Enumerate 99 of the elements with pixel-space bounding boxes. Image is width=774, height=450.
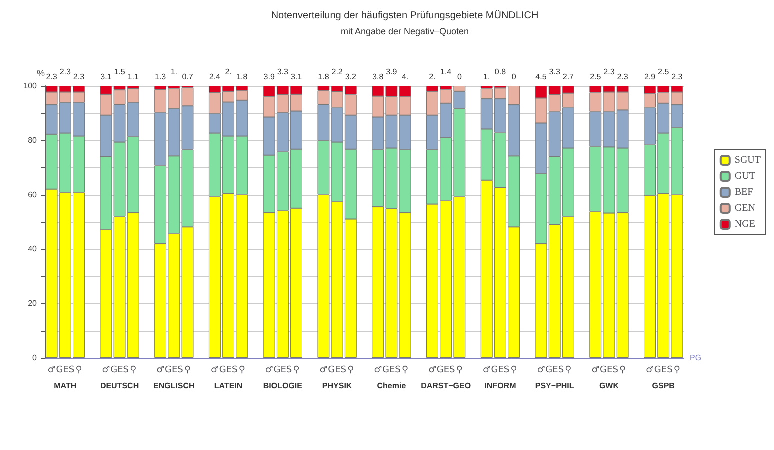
x-tick-label: GES bbox=[382, 366, 402, 376]
x-tick-label: GES bbox=[600, 366, 619, 376]
y-tick-label: 60 bbox=[28, 190, 38, 200]
text: ENGLISCH bbox=[153, 382, 196, 390]
x-tick-label: ♀ bbox=[130, 366, 137, 376]
x-axis-title: PG bbox=[690, 354, 702, 362]
x-tick-label: ♂ bbox=[537, 366, 546, 376]
text: DARST−GEO bbox=[421, 382, 472, 390]
data-label: 2.5 bbox=[658, 68, 670, 76]
chart-subtitle: mit Angabe der Negativ–Quoten bbox=[340, 26, 470, 36]
x-tick-label: ♂ bbox=[156, 366, 165, 376]
x-tick-label: GES bbox=[654, 366, 674, 376]
data-label: 2.4 bbox=[209, 72, 222, 82]
data-label: 4.5 bbox=[536, 72, 548, 82]
legend-label: SGUT bbox=[734, 155, 762, 166]
x-tick-label: GES bbox=[164, 366, 184, 376]
data-label: 1.4 bbox=[440, 68, 452, 76]
x-tick-label: GES bbox=[491, 366, 510, 376]
x-tick-label: ♂ bbox=[482, 366, 491, 376]
text: PSY−PHIL bbox=[535, 382, 574, 390]
data-label: 1.8 bbox=[318, 72, 330, 82]
data-label: 1.1 bbox=[128, 72, 140, 82]
x-tick-label: ♀ bbox=[510, 366, 518, 376]
data-label: 2.9 bbox=[644, 72, 656, 82]
data-label: 3.3 bbox=[549, 68, 561, 76]
data-label: 3.8 bbox=[372, 72, 384, 82]
x-tick-label: ♂ bbox=[265, 366, 274, 376]
x-tick-label: ♂ bbox=[48, 366, 56, 376]
legend-label: BEF bbox=[734, 187, 754, 198]
x-tick-label: GES bbox=[436, 366, 456, 376]
data-label: 3.3 bbox=[277, 68, 290, 76]
chart-title: Notenverteilung der häufigsten Prüfungsgebiete MÜNDLICH bbox=[271, 10, 539, 22]
y-tick-label: 100 bbox=[24, 82, 38, 90]
text: GSPB bbox=[652, 382, 676, 390]
x-tick-label: ♀ bbox=[293, 366, 300, 376]
data-label: 2.3 bbox=[617, 72, 629, 82]
x-tick-label: ♂ bbox=[210, 366, 219, 376]
data-label: 2. bbox=[429, 72, 436, 82]
x-tick-label: GES bbox=[219, 366, 238, 376]
text: LATEIN bbox=[214, 382, 243, 390]
x-tick-label: ♂ bbox=[592, 366, 600, 376]
data-label: 1. bbox=[170, 68, 178, 76]
x-tick-label: ♀ bbox=[348, 366, 354, 376]
data-label: 3.9 bbox=[264, 72, 276, 82]
legend-label: GUT bbox=[734, 171, 756, 182]
data-label: 1.5 bbox=[114, 68, 126, 76]
data-label: 2.3 bbox=[672, 72, 684, 82]
x-tick-label: ♂ bbox=[374, 366, 382, 376]
text: Chemie bbox=[377, 382, 407, 390]
x-tick-label: ♂ bbox=[428, 366, 437, 376]
x-tick-label: GES bbox=[110, 366, 130, 376]
data-label: 3.1 bbox=[290, 72, 303, 82]
x-tick-label: ♀ bbox=[620, 366, 626, 376]
data-label: 4. bbox=[402, 72, 409, 82]
data-label: 0 bbox=[512, 72, 517, 82]
data-label: 1. bbox=[484, 72, 490, 82]
x-tick-label: ♂ bbox=[646, 366, 654, 376]
data-label: 3.2 bbox=[345, 72, 358, 82]
data-label: 2.5 bbox=[590, 72, 602, 82]
y-tick-label: 20 bbox=[28, 299, 38, 308]
y-axis-title: % bbox=[36, 68, 45, 78]
data-label: 0.7 bbox=[182, 72, 194, 82]
data-label: 3.9 bbox=[386, 68, 398, 76]
x-tick-label: GES bbox=[274, 366, 292, 376]
x-tick-label: ♀ bbox=[238, 366, 246, 376]
x-tick-label: GES bbox=[328, 366, 347, 376]
x-tick-label: ♂ bbox=[320, 366, 328, 376]
y-tick-label: 0 bbox=[32, 354, 38, 362]
text: PHYSIK bbox=[322, 382, 352, 390]
x-tick-label: ♀ bbox=[674, 366, 680, 376]
data-label: 2.3 bbox=[46, 72, 58, 82]
x-tick-label: GES bbox=[56, 366, 75, 376]
y-tick-label: 80 bbox=[28, 136, 38, 145]
data-label: 3.1 bbox=[100, 72, 112, 82]
x-tick-label: GES bbox=[546, 366, 564, 376]
data-label: 0.8 bbox=[494, 68, 507, 76]
x-tick-label: ♀ bbox=[184, 366, 192, 376]
x-tick-label: ♀ bbox=[402, 366, 409, 376]
data-label: 2.2 bbox=[332, 68, 344, 76]
text: GWK bbox=[599, 382, 620, 390]
text: DEUTSCH bbox=[100, 382, 140, 390]
data-label: 1.8 bbox=[236, 72, 248, 82]
text: MATH bbox=[54, 382, 77, 390]
data-label: 2.3 bbox=[60, 68, 72, 76]
data-label: 0 bbox=[457, 72, 462, 82]
x-tick-label: ♀ bbox=[565, 366, 572, 376]
text: INFORM bbox=[484, 382, 517, 390]
y-tick-label: 40 bbox=[28, 244, 38, 254]
legend-label: GEN bbox=[734, 203, 756, 214]
x-tick-label: ♂ bbox=[102, 366, 110, 376]
data-label: 2.3 bbox=[604, 68, 616, 76]
x-tick-label: ♀ bbox=[76, 366, 82, 376]
x-tick-label: ♀ bbox=[456, 366, 463, 376]
text: BIOLOGIE bbox=[263, 382, 304, 390]
legend-label: NGE bbox=[734, 219, 756, 230]
data-label: 1.3 bbox=[155, 72, 167, 82]
data-label: 2. bbox=[225, 68, 232, 76]
data-label: 2.7 bbox=[562, 72, 575, 82]
data-label: 2.3 bbox=[73, 72, 86, 82]
